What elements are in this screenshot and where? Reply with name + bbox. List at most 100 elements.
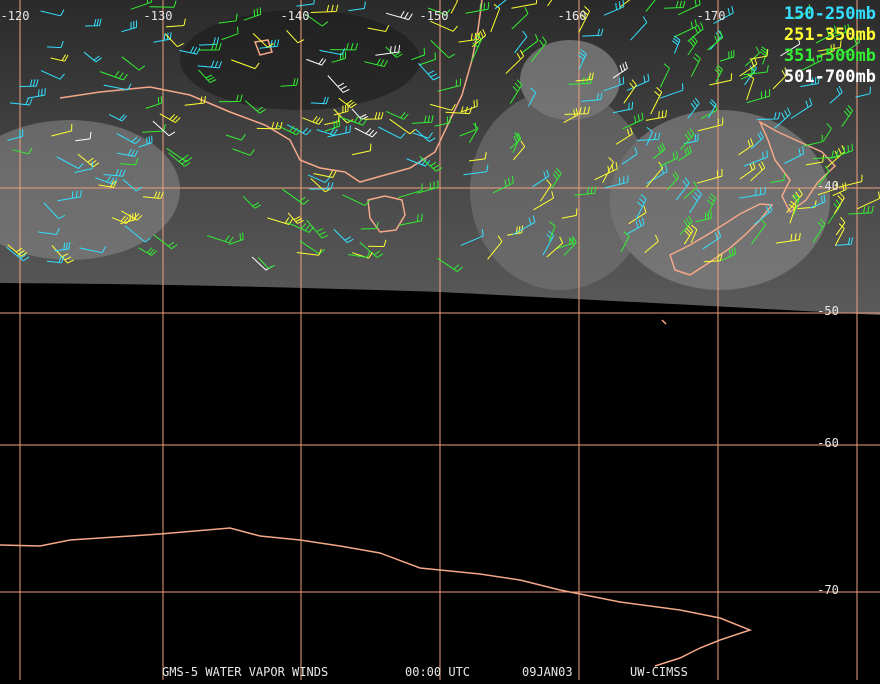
wind-barb: [743, 65, 769, 76]
barb-stroke: [695, 211, 712, 223]
wind-barb: [578, 49, 587, 70]
wind-barb: [145, 96, 163, 109]
wind-barb: [487, 235, 503, 260]
barb-stroke: [75, 131, 92, 142]
barb-stroke: [650, 87, 663, 115]
wind-barb: [465, 2, 490, 14]
wind-barb: [645, 109, 667, 121]
wind-barb: [815, 25, 837, 44]
barb-stroke: [342, 194, 371, 207]
barb-stroke: [79, 246, 106, 254]
barb-stroke: [351, 143, 372, 156]
barb-stroke: [645, 109, 667, 121]
barb-stroke: [635, 194, 647, 220]
barb-stroke: [471, 34, 483, 62]
wind-barb: [603, 0, 625, 16]
wind-barb: [841, 104, 854, 127]
wind-barb: [687, 35, 698, 56]
wind-barb: [825, 144, 846, 169]
wind-barb: [603, 76, 625, 92]
wind-barb: [550, 167, 562, 190]
barb-stroke: [750, 131, 764, 150]
barb-stroke: [460, 228, 484, 246]
barb-stroke: [51, 245, 75, 264]
barb-stroke: [833, 192, 845, 214]
barb-stroke: [792, 4, 811, 20]
barb-stroke: [709, 73, 733, 86]
barb-stroke: [636, 132, 661, 141]
barb-stroke: [74, 161, 94, 173]
wind-barb: [19, 79, 39, 87]
barb-stroke: [830, 143, 853, 159]
wind-barb: [282, 188, 310, 205]
barb-stroke: [450, 0, 459, 14]
barb-stroke: [542, 230, 555, 256]
barb-stroke: [563, 107, 579, 124]
barb-stroke: [547, 0, 553, 7]
barb-stroke: [121, 20, 137, 33]
wind-barb: [338, 97, 357, 109]
barb-stroke: [772, 67, 789, 90]
barb-stroke: [385, 11, 413, 21]
wind-barb: [512, 215, 536, 236]
barb-stroke: [646, 161, 664, 188]
wind-barb: [835, 216, 846, 236]
wind-barb: [142, 191, 164, 199]
wind-barb: [50, 54, 69, 62]
wind-barb: [385, 110, 409, 120]
barb-stroke: [19, 79, 39, 87]
barb-stroke: [512, 215, 536, 236]
barb-stroke: [354, 127, 378, 138]
barb-stroke: [825, 144, 846, 169]
barb-stroke: [561, 208, 578, 219]
barb-stroke: [756, 111, 781, 121]
wind-barb: [594, 161, 618, 181]
wind-barb: [327, 75, 350, 93]
barb-stroke: [646, 127, 653, 146]
wind-barb: [142, 123, 166, 133]
wind-barb: [198, 42, 222, 51]
wind-barb: [790, 98, 813, 119]
barb-stroke: [621, 147, 638, 165]
wind-barb: [673, 19, 697, 38]
barb-stroke: [800, 76, 820, 87]
barb-stroke: [184, 95, 206, 106]
wind-barb: [411, 47, 426, 61]
wind-barb: [612, 61, 628, 79]
barb-stroke: [243, 7, 262, 21]
barb-stroke: [313, 170, 337, 178]
barb-stroke: [54, 242, 71, 252]
barb-stroke: [743, 65, 769, 76]
barb-stroke: [276, 124, 302, 136]
barb-stroke: [419, 155, 443, 172]
barb-stroke: [774, 107, 791, 129]
barb-stroke: [713, 5, 734, 25]
barb-stroke: [622, 112, 644, 130]
barb-stroke: [659, 83, 684, 99]
wind-barb: [469, 151, 487, 162]
barb-stroke: [98, 180, 117, 188]
wind-barb: [636, 132, 661, 141]
wind-barb: [324, 119, 341, 132]
wind-barb: [429, 103, 456, 111]
barb-stroke: [40, 70, 65, 80]
wind-barb: [252, 33, 274, 48]
barb-stroke: [116, 132, 141, 145]
wind-barb: [121, 20, 137, 33]
wind-barb: [677, 0, 701, 16]
wind-barb: [98, 180, 117, 188]
barb-stroke: [817, 40, 842, 52]
wind-barb: [635, 194, 647, 220]
wind-barb: [602, 157, 615, 183]
barb-stroke: [509, 132, 522, 149]
barb-stroke: [817, 181, 838, 196]
wind-barb: [644, 234, 659, 254]
barb-stroke: [427, 7, 451, 16]
barb-stroke: [429, 103, 456, 111]
legend-entry: 501-700mb: [784, 67, 876, 87]
lon-label: -160: [558, 9, 587, 23]
wind-barb: [749, 49, 769, 60]
barb-stroke: [46, 40, 64, 49]
barb-stroke: [652, 142, 666, 160]
wind-barb: [751, 218, 767, 245]
